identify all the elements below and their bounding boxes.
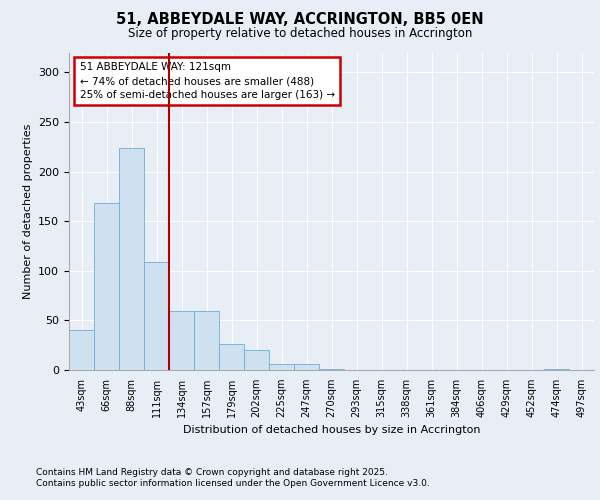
Bar: [69, 330, 94, 370]
Text: 51, ABBEYDALE WAY, ACCRINGTON, BB5 0EN: 51, ABBEYDALE WAY, ACCRINGTON, BB5 0EN: [116, 12, 484, 28]
Y-axis label: Number of detached properties: Number of detached properties: [23, 124, 32, 299]
Bar: [269, 364, 294, 370]
Text: 51 ABBEYDALE WAY: 121sqm
← 74% of detached houses are smaller (488)
25% of semi-: 51 ABBEYDALE WAY: 121sqm ← 74% of detach…: [79, 62, 335, 100]
Bar: [144, 262, 169, 370]
X-axis label: Distribution of detached houses by size in Accrington: Distribution of detached houses by size …: [183, 426, 480, 436]
Bar: [544, 369, 569, 370]
Bar: [294, 364, 319, 370]
Bar: [119, 148, 144, 370]
Text: Contains HM Land Registry data © Crown copyright and database right 2025.
Contai: Contains HM Land Registry data © Crown c…: [36, 468, 430, 487]
Bar: [319, 369, 344, 370]
Text: Size of property relative to detached houses in Accrington: Size of property relative to detached ho…: [128, 28, 472, 40]
Bar: [219, 344, 244, 370]
Bar: [244, 350, 269, 370]
Bar: [169, 312, 194, 370]
Bar: [194, 312, 219, 370]
Bar: [94, 204, 119, 370]
